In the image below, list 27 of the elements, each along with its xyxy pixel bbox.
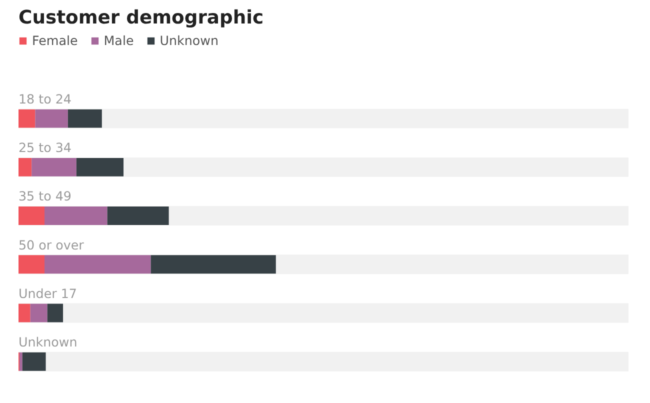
bar xyxy=(18,304,30,322)
bar xyxy=(20,352,22,371)
bar xyxy=(18,158,32,176)
chart-title: Customer demographic xyxy=(18,8,264,28)
bar xyxy=(22,352,46,371)
y-tick-label: Unknown xyxy=(18,334,78,350)
bar xyxy=(18,255,44,274)
bar xyxy=(35,109,68,128)
bar xyxy=(32,158,76,176)
legend-label: Female xyxy=(32,33,78,48)
bar xyxy=(30,304,48,322)
y-tick-label: 25 to 34 xyxy=(18,140,72,156)
bar xyxy=(68,109,102,128)
legend-label: Unknown xyxy=(160,33,219,48)
bar xyxy=(76,158,124,176)
bar xyxy=(107,206,169,226)
y-tick-label: 35 to 49 xyxy=(18,188,72,204)
bar xyxy=(18,206,44,226)
y-tick-label: 18 to 24 xyxy=(18,91,72,106)
bar xyxy=(18,109,36,128)
bar xyxy=(44,206,108,226)
legend-label: Male xyxy=(104,33,134,48)
bar xyxy=(44,255,151,274)
bar xyxy=(47,304,64,322)
bar xyxy=(150,255,276,274)
y-tick-label: Under 17 xyxy=(18,286,77,301)
y-tick-label: 50 or over xyxy=(18,237,85,252)
